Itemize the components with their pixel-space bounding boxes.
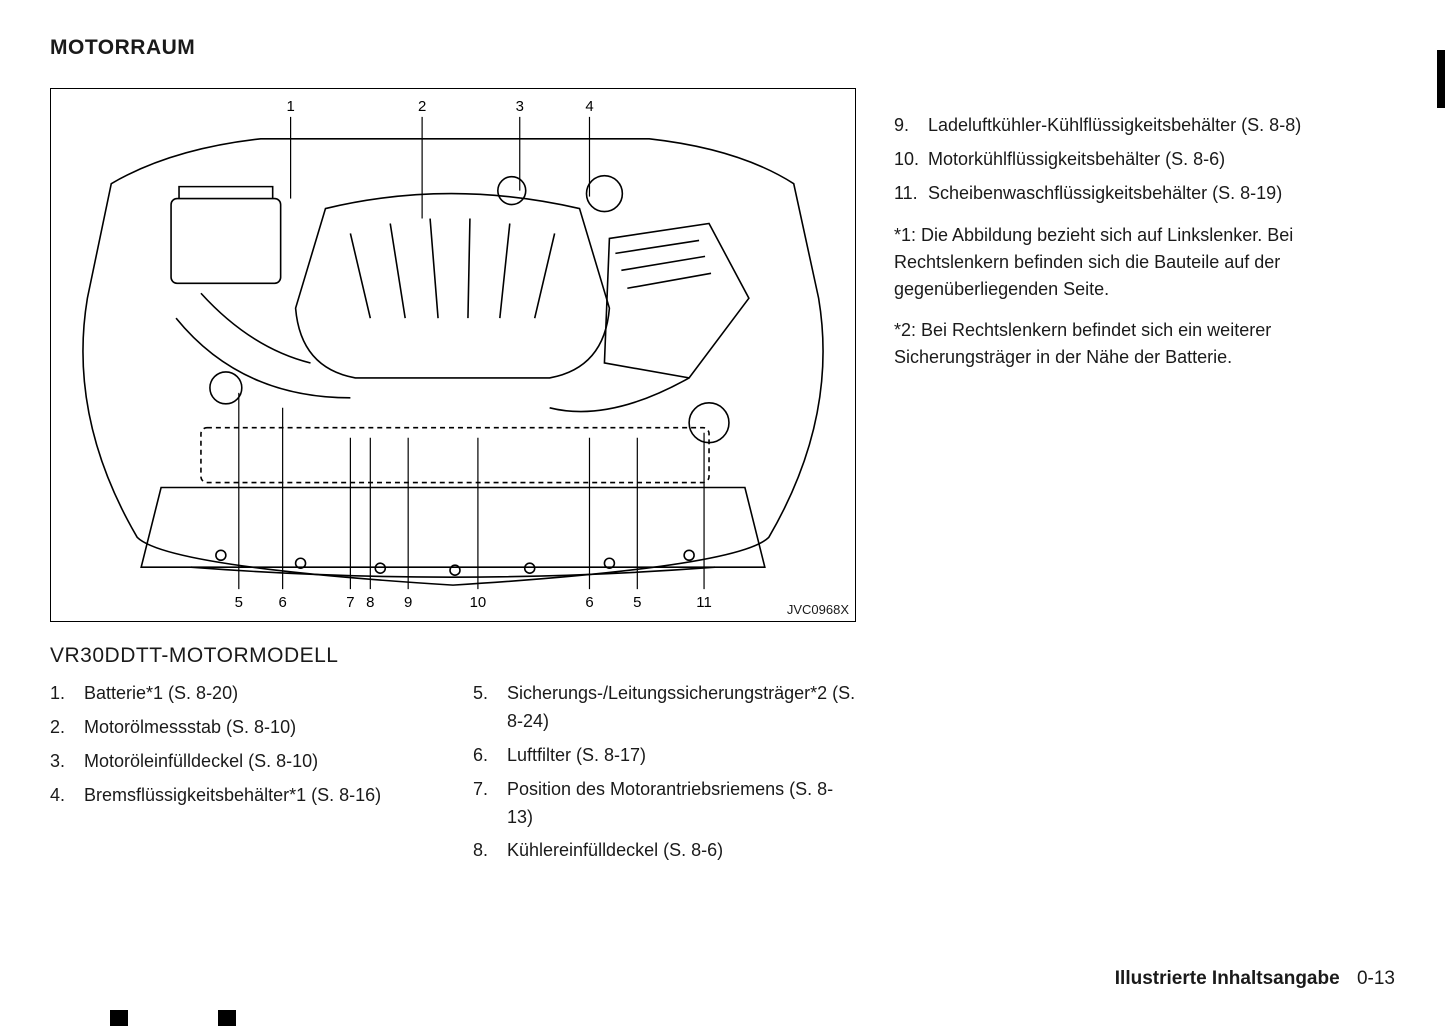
diagram-label-top-4: 4	[585, 98, 593, 115]
list-item: 2.Motorölmessstab (S. 8-10)	[50, 714, 433, 742]
diagram-label-bot-10: 10	[470, 594, 487, 611]
list-item: 7.Position des Motorantriebsriemens (S. …	[473, 776, 856, 832]
list-item: 1.Batterie*1 (S. 8-20)	[50, 680, 433, 708]
left-column: 1 2 3 4 5 6 7 8 9 10 6 5 11 JVC	[50, 88, 856, 871]
diagram-label-top-3: 3	[516, 98, 524, 115]
diagram-code: JVC0968X	[787, 602, 849, 617]
legend-lists: 1.Batterie*1 (S. 8-20) 2.Motorölmessstab…	[50, 680, 856, 871]
list-item: 3.Motoröleinfülldeckel (S. 8-10)	[50, 748, 433, 776]
diagram-label-bot-6a: 6	[278, 594, 286, 611]
diagram-label-bot-6b: 6	[585, 594, 593, 611]
list-item: 8.Kühlereinfülldeckel (S. 8-6)	[473, 837, 856, 865]
diagram-label-bot-5a: 5	[235, 594, 243, 611]
diagram-label-top-1: 1	[286, 98, 294, 115]
diagram-label-bot-7: 7	[346, 594, 354, 611]
list-item: 5.Sicherungs-/Leitungssicherungsträger*2…	[473, 680, 856, 736]
page-footer: Illustrierte Inhaltsangabe 0-13	[1115, 968, 1395, 990]
list-item: 9.Ladeluftkühler-Kühlflüssigkeitsbehälte…	[894, 112, 1395, 140]
diagram-label-bot-11: 11	[696, 594, 712, 611]
model-subheading: VR30DDTT-MOTORMODELL	[50, 644, 856, 668]
diagram-label-bot-9: 9	[404, 594, 412, 611]
list-item: 6.Luftfilter (S. 8-17)	[473, 742, 856, 770]
list-item: 11.Scheibenwaschflüssigkeitsbehälter (S.…	[894, 180, 1395, 208]
right-column: 9.Ladeluftkühler-Kühlflüssigkeitsbehälte…	[894, 88, 1395, 871]
legend-list-right: 9.Ladeluftkühler-Kühlflüssigkeitsbehälte…	[894, 112, 1395, 208]
note-2: *2: Bei Rechtslenkern befindet sich ein …	[894, 317, 1395, 371]
engine-diagram-svg: 1 2 3 4 5 6 7 8 9 10 6 5 11	[51, 89, 855, 621]
crop-marks	[0, 1010, 1445, 1026]
diagram-label-bot-5b: 5	[633, 594, 641, 611]
footer-page: 0-13	[1357, 968, 1395, 989]
list-item: 10.Motorkühlflüssigkeitsbehälter (S. 8-6…	[894, 146, 1395, 174]
content-row: 1 2 3 4 5 6 7 8 9 10 6 5 11 JVC	[50, 88, 1395, 871]
legend-list-left: 1.Batterie*1 (S. 8-20) 2.Motorölmessstab…	[50, 680, 433, 810]
section-title: MOTORRAUM	[50, 36, 1395, 60]
diagram-label-top-2: 2	[418, 98, 426, 115]
edge-tab	[1437, 50, 1445, 108]
list-item: 4.Bremsflüssigkeitsbehälter*1 (S. 8-16)	[50, 782, 433, 810]
note-1: *1: Die Abbildung bezieht sich auf Links…	[894, 222, 1395, 303]
diagram-label-bot-8: 8	[366, 594, 374, 611]
legend-list-mid: 5.Sicherungs-/Leitungssicherungsträger*2…	[473, 680, 856, 865]
footer-section: Illustrierte Inhaltsangabe	[1115, 968, 1340, 989]
engine-diagram: 1 2 3 4 5 6 7 8 9 10 6 5 11 JVC	[50, 88, 856, 622]
